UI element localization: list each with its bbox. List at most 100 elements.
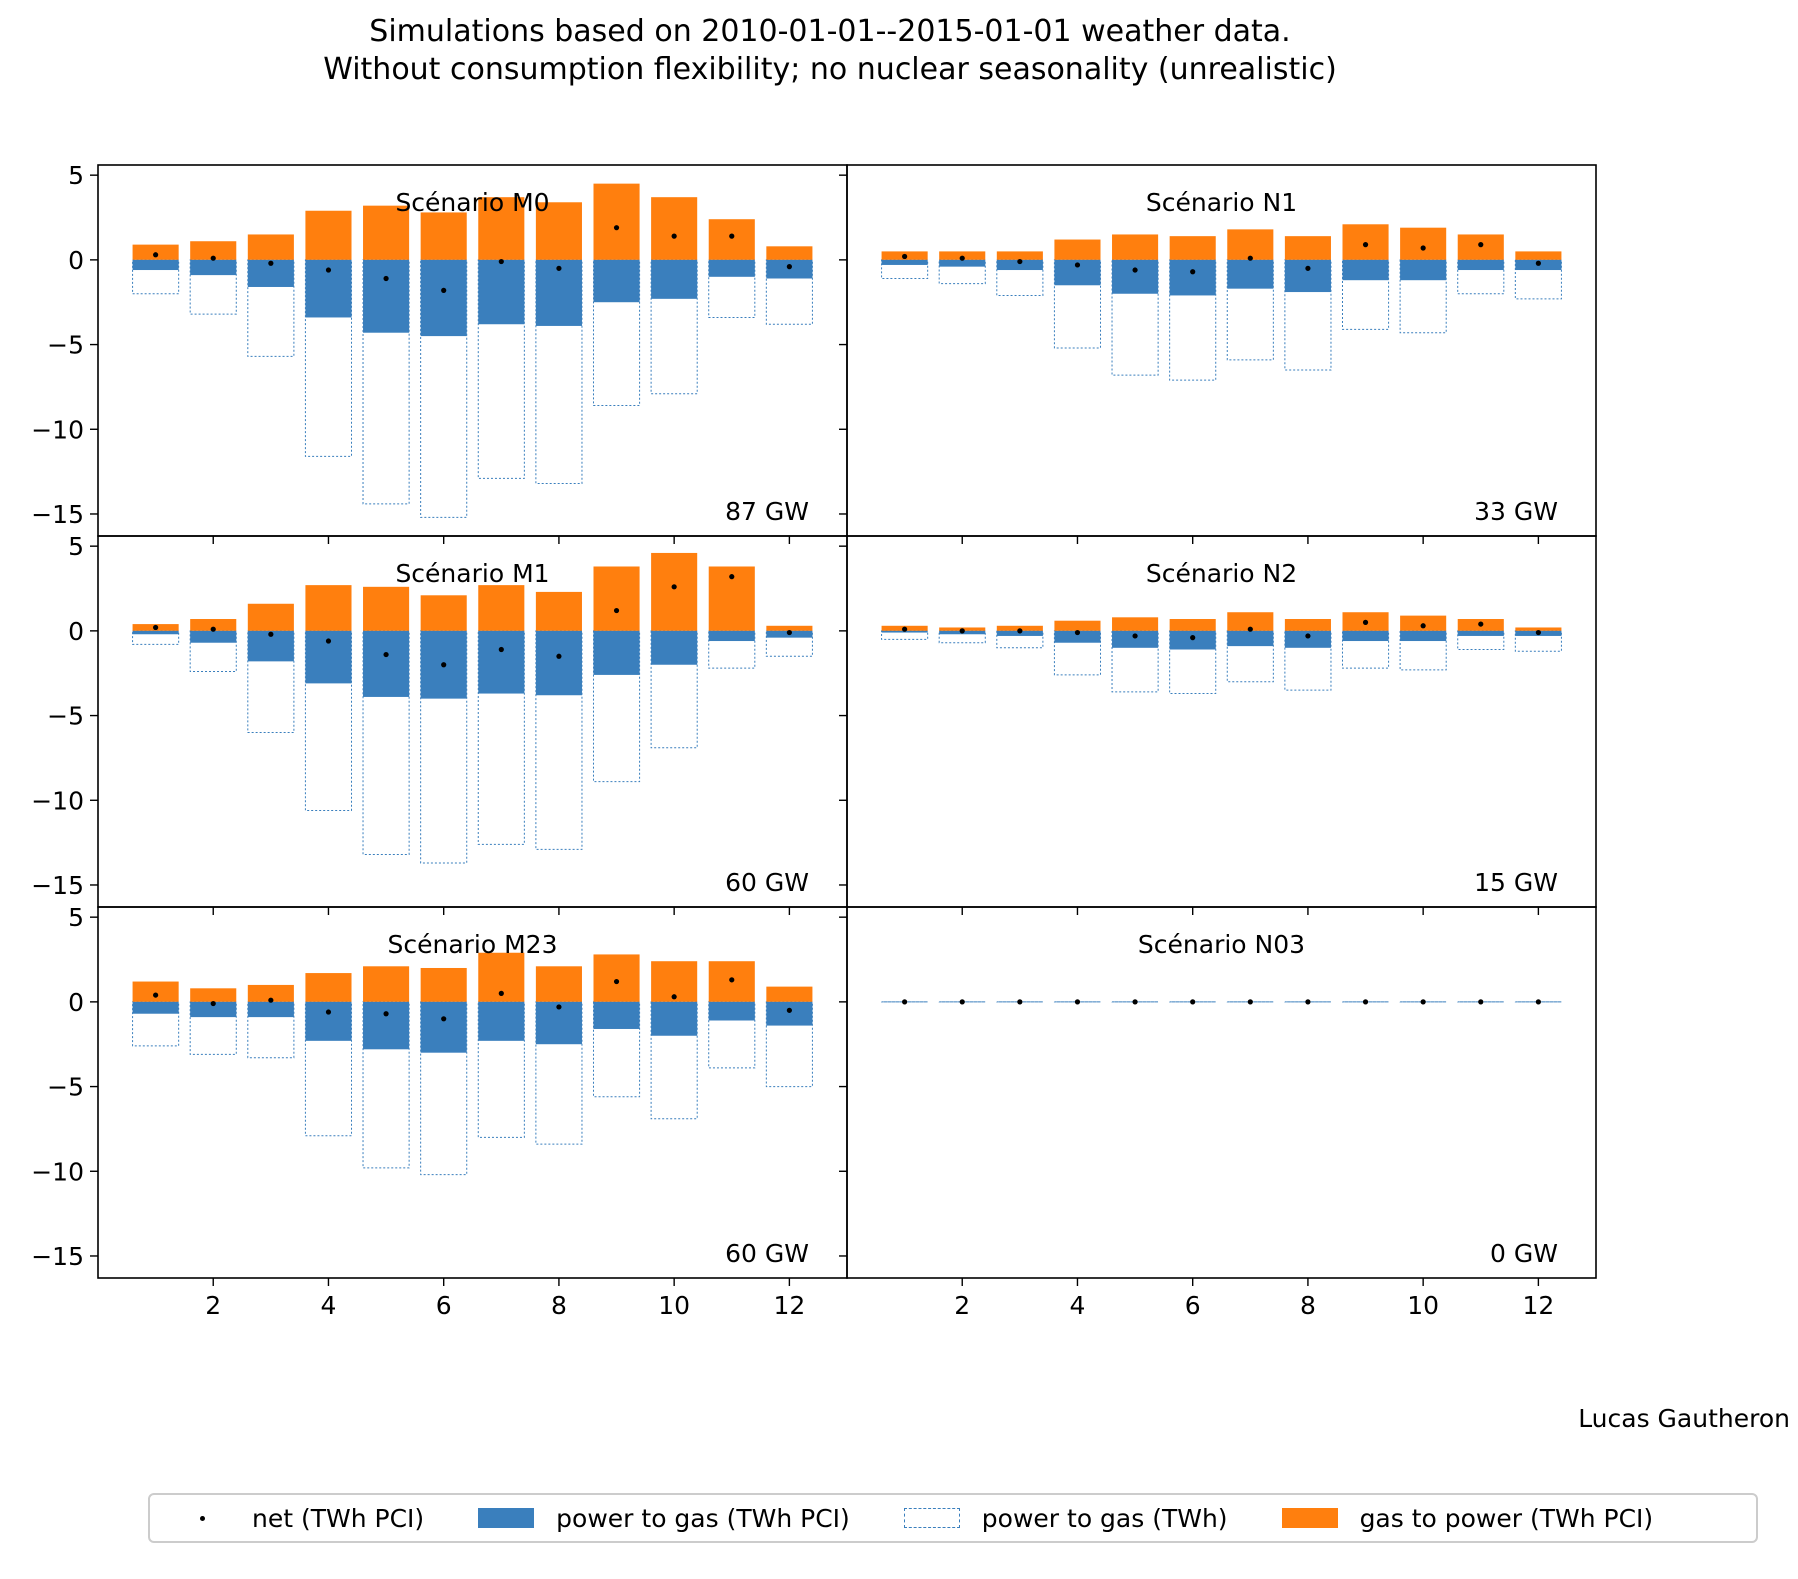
panel-6-net-point (1362, 999, 1369, 1005)
panel-1-p2g-pci-bar (708, 259, 755, 277)
panel-5-p2g-pci-bar (305, 1001, 352, 1041)
panel-4-net-point (1190, 635, 1196, 641)
panel-2-net-point (1074, 262, 1081, 268)
panel-5-net-point (153, 992, 159, 998)
panel-1-g2p-bar (305, 210, 352, 260)
chart-figure: Scénario M0 87 GW 5 0 −5 −10 −15 Scénario N1 33 … (31, 161, 1597, 1320)
panel-5-p2g-twh-bar (477, 1001, 525, 1138)
panel-3-net-point (441, 662, 447, 668)
panel-3-g2p-bar (247, 603, 294, 631)
panel-3-p2g-pci-bar (363, 630, 410, 697)
panel-4-net-point (1305, 633, 1311, 639)
panel-5-g2p-bar (247, 984, 294, 1002)
panel-1-p2g-twh-bar (650, 259, 698, 395)
panel-5-ytick-label: 5 (68, 903, 84, 932)
panel-4-p2g-twh-bar (1284, 630, 1332, 691)
legend-item-net: net (TWh PCI) (174, 1504, 424, 1533)
panel-4-p2g-twh-bar (1457, 630, 1505, 651)
panel-4-p2g-twh-bar (1514, 630, 1562, 652)
panel-4-p2g-pci-bar (1112, 630, 1159, 648)
panel-6-net-point (1132, 999, 1138, 1005)
panel-1-p2g-pci-bar (651, 259, 698, 299)
panel-2-p2g-twh-bar (1169, 259, 1217, 381)
panel-2-g2p-bar (996, 251, 1043, 260)
panel-1-ytick-label: 5 (68, 161, 84, 190)
panel-3-net-point (325, 638, 332, 644)
panel-2-p2g-pci-bar (881, 259, 928, 265)
panel-6-net-point (1420, 999, 1426, 1005)
panel-1-p2g-pci-bar (420, 259, 467, 337)
panel-2-g2p-bar (1515, 251, 1562, 260)
panel-2-net-point (1478, 242, 1484, 248)
legend: net (TWh PCI) power to gas (TWh PCI) pow… (148, 1493, 1758, 1543)
panel-5-p2g-pci-bar (593, 1001, 640, 1029)
panel-1-g2p-bar (708, 219, 755, 260)
panel-3-p2g-pci-bar (132, 630, 179, 635)
panel-5-p2g-pci-bar (132, 1001, 179, 1014)
panel-4-net-point (1478, 621, 1484, 627)
panel-4-p2g-pci-bar (1284, 630, 1331, 648)
panel-2-net-point (1362, 242, 1369, 248)
panel-5-title: Scénario M23 (387, 930, 557, 959)
panel-4-p2g-twh-bar (881, 630, 929, 640)
panel-5-xtick-label: 2 (205, 1291, 221, 1320)
panel-3-g2p-bar (420, 595, 467, 631)
panel-2-p2g-twh-bar (1399, 259, 1447, 334)
panel-3-net-point (268, 631, 274, 637)
panel-5-net-point (268, 997, 274, 1003)
panel-4-frame (846, 535, 1597, 908)
panel-5-g2p-bar (593, 954, 640, 1002)
figure-title-line1: Simulations based on 2010-01-01--2015-01… (369, 14, 1291, 49)
panel-6-net-point (1190, 999, 1196, 1005)
panel-2-net-point (902, 253, 908, 260)
panel-4-g2p-bar (1227, 612, 1274, 631)
panel-1-p2g-pci-bar (132, 259, 179, 271)
panel-1-g2p-bar (593, 183, 640, 260)
panel-2-g2p-bar (1054, 239, 1101, 260)
panel-1-net-point (268, 260, 274, 266)
panel-2-p2g-twh-bar (938, 259, 986, 285)
panel-5-ytick-label: 0 (68, 988, 84, 1017)
panel-5-net-point (210, 1000, 216, 1007)
panel-4-g2p-bar (1112, 617, 1159, 631)
panel-1-g2p-bar (766, 246, 813, 260)
panel-1-net-point (441, 287, 447, 293)
panel-5-p2g-twh-bar (304, 1001, 353, 1137)
panel-2-p2g-twh-bar (1284, 259, 1332, 371)
panel-2-net-point (959, 255, 965, 261)
panel-2-p2g-pci-bar (1342, 259, 1389, 281)
panel-4-p2g-pci-bar (1342, 630, 1389, 642)
legend-swatch-net (174, 1508, 230, 1528)
panel-1-g2p-bar (535, 202, 582, 260)
panel-3-net-point (729, 574, 735, 580)
panel-5-g2p-bar (420, 967, 467, 1002)
panel-5-p2g-pci-bar (766, 1001, 813, 1026)
panel-1-capacity-label: 87 GW (725, 497, 809, 526)
panel-1-net-point (498, 258, 504, 265)
panel-6-xtick-label: 8 (1300, 1291, 1316, 1320)
panel-3-p2g-pci-bar (708, 630, 755, 642)
panel-3-g2p-bar (363, 586, 410, 631)
panel-2-net-point (1247, 255, 1253, 261)
panel-1-net-point (613, 225, 620, 231)
panel-3-title: Scénario M1 (395, 559, 549, 588)
panel-5-ytick-label: −10 (31, 1157, 84, 1186)
panel-2-g2p-bar (1112, 234, 1159, 260)
panel-4-capacity-label: 15 GW (1474, 868, 1558, 897)
panel-4-net-point (1132, 633, 1138, 639)
panel-5-g2p-bar (766, 986, 813, 1002)
panel-5-p2g-pci-bar (478, 1001, 525, 1041)
panel-6-xtick-label: 6 (1185, 1291, 1201, 1320)
panel-5-p2g-twh-bar (650, 1001, 698, 1120)
panel-1-p2g-twh-bar (535, 259, 583, 484)
panel-6-net-point (1535, 999, 1541, 1005)
panel-2-net-point (1190, 269, 1196, 275)
panel-5-g2p-bar (305, 973, 352, 1002)
panel-4-net-point (959, 628, 965, 634)
panel-2-capacity-label: 33 GW (1474, 497, 1558, 526)
panel-2-p2g-pci-bar (939, 259, 986, 267)
panel-6-net-point (1305, 999, 1311, 1005)
panel-3-g2p-bar (478, 585, 525, 631)
legend-label-net: net (TWh PCI) (252, 1503, 425, 1533)
legend-item-power-to-gas-pci: power to gas (TWh PCI) (478, 1504, 850, 1533)
